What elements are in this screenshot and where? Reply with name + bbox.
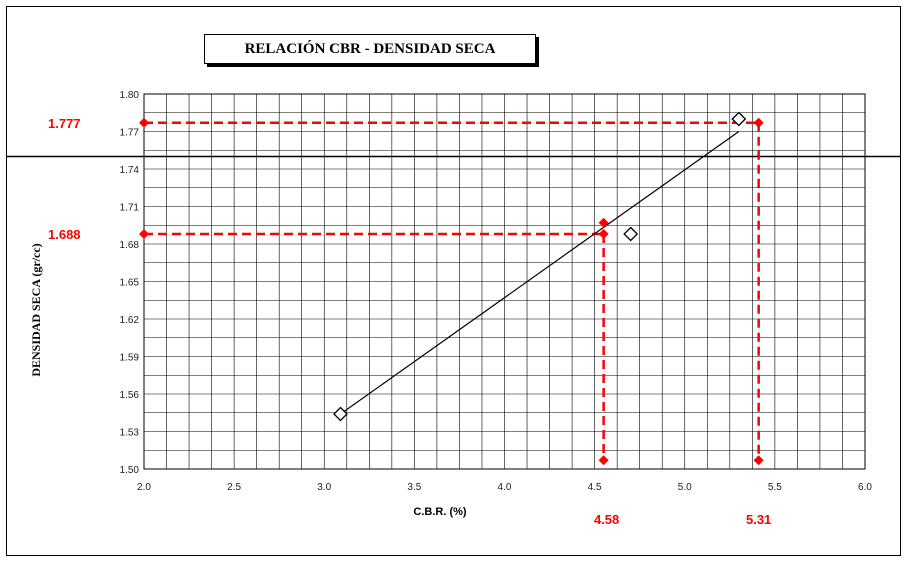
guide-lines bbox=[144, 121, 760, 462]
guide-value-x-label: 4.58 bbox=[594, 512, 619, 527]
trend-line bbox=[340, 131, 740, 415]
red-marker bbox=[598, 229, 609, 239]
y-tick-label: 1.59 bbox=[120, 353, 140, 364]
red-marker bbox=[598, 455, 609, 466]
red-marker bbox=[598, 217, 609, 228]
y-tick-label: 1.65 bbox=[120, 278, 140, 289]
chart-title: RELACIÓN CBR - DENSIDAD SECA bbox=[204, 34, 536, 64]
y-tick-label: 1.50 bbox=[120, 465, 140, 476]
guide-value-labels: 1.777 5.31 1.688 4.58 bbox=[48, 116, 771, 527]
y-tick-label: 1.77 bbox=[120, 128, 140, 139]
x-tick-label: 4.5 bbox=[588, 482, 602, 493]
y-tick-label: 1.53 bbox=[120, 428, 140, 439]
guide-value-x-label: 5.31 bbox=[746, 512, 771, 527]
data-point bbox=[731, 111, 747, 127]
guide-value-y-label: 1.777 bbox=[48, 116, 81, 131]
y-tick-label: 1.80 bbox=[120, 90, 140, 101]
guide-value-y-label: 1.688 bbox=[48, 227, 81, 242]
data-series bbox=[333, 111, 747, 422]
plot-area-border bbox=[143, 93, 866, 470]
chart-frame bbox=[6, 6, 901, 556]
y-tick-label: 1.74 bbox=[120, 165, 140, 176]
x-tick-label: 5.5 bbox=[768, 482, 782, 493]
x-tick-label: 6.0 bbox=[858, 482, 872, 493]
x-tick-label: 2.5 bbox=[227, 482, 241, 493]
y-tick-label: 1.56 bbox=[120, 390, 140, 401]
x-axis-label: C.B.R. (%) bbox=[413, 506, 467, 518]
x-tick-label: 4.0 bbox=[498, 482, 512, 493]
red-marker bbox=[753, 117, 764, 128]
y-tick-label: 1.68 bbox=[120, 240, 140, 251]
red-markers bbox=[139, 117, 764, 466]
x-tick-label: 2.0 bbox=[137, 482, 151, 493]
y-tick-labels: 1.50 1.53 1.56 1.59 1.62 1.65 1.68 1.71 1.74 1.77… bbox=[120, 90, 140, 476]
x-tick-label: 3.0 bbox=[317, 482, 331, 493]
red-marker bbox=[753, 455, 764, 466]
y-axis-label: DENSIDAD SECA (gr/cc) bbox=[29, 243, 43, 376]
red-marker bbox=[139, 117, 149, 128]
y-tick-label: 1.62 bbox=[120, 315, 140, 326]
data-point bbox=[623, 226, 639, 242]
x-tick-labels: 2.0 2.5 3.0 3.5 4.0 4.5 5.0 5.5 6.0 bbox=[137, 482, 872, 493]
grid bbox=[7, 93, 900, 470]
x-tick-label: 3.5 bbox=[407, 482, 421, 493]
data-point bbox=[333, 406, 348, 422]
x-tick-label: 5.0 bbox=[678, 482, 692, 493]
y-tick-label: 1.71 bbox=[120, 203, 140, 214]
red-marker bbox=[139, 229, 149, 239]
